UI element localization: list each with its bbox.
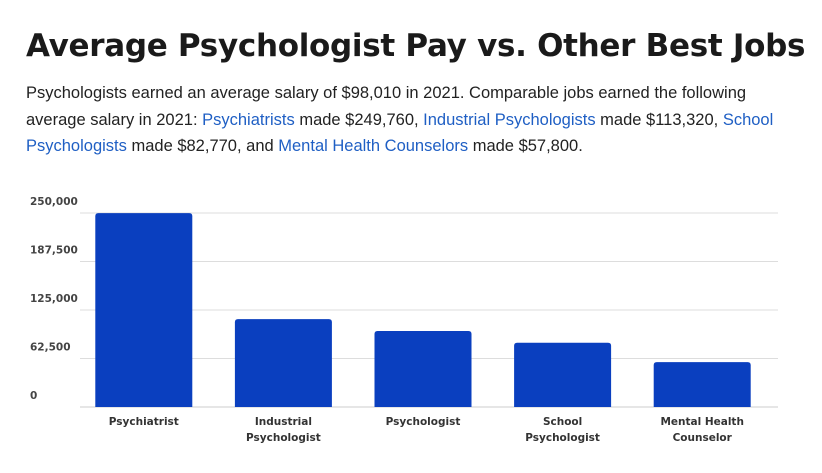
chart-description: Psychologists earned an average salary o… bbox=[26, 80, 806, 160]
desc-text-3: made $82,770, and bbox=[126, 137, 279, 155]
y-axis-ticks: 0 62,500 125,000 187,500 250,000 bbox=[30, 196, 78, 402]
x-tick-label: Psychiatrist bbox=[109, 416, 179, 428]
desc-text-1: made $249,760, bbox=[294, 110, 424, 129]
link-mental-health-counselors[interactable]: Mental Health Counselors bbox=[278, 137, 469, 155]
bar bbox=[514, 342, 612, 407]
link-psychiatrists[interactable]: Psychiatrists bbox=[202, 110, 295, 129]
y-tick-label: 250,000 bbox=[30, 196, 78, 208]
desc-text-2: made $113,320, bbox=[595, 110, 723, 129]
x-axis-labels: Psychiatrist Industrial Psychologist Psycho… bbox=[109, 416, 744, 444]
x-tick-label: Industrial Psychologist bbox=[246, 416, 321, 444]
link-industrial-psychologists[interactable]: Industrial Psychologists bbox=[423, 110, 596, 129]
x-tick-label: Psychologist bbox=[386, 416, 461, 428]
y-tick-label: 187,500 bbox=[30, 245, 78, 257]
y-tick-label: 125,000 bbox=[30, 293, 78, 305]
bars bbox=[95, 213, 751, 407]
y-tick-label: 62,500 bbox=[30, 342, 71, 354]
desc-intro: Psychologists earned an average salary o… bbox=[26, 84, 747, 129]
bar bbox=[653, 362, 751, 407]
page-title: Average Psychologist Pay vs. Other Best … bbox=[26, 28, 806, 64]
desc-text-4: made $57,800. bbox=[468, 137, 583, 155]
bar bbox=[374, 330, 472, 407]
y-tick-label: 0 bbox=[30, 390, 37, 402]
bar bbox=[234, 319, 332, 407]
bar bbox=[95, 213, 193, 407]
link-school-psychologists[interactable]: School Psychologists bbox=[26, 110, 774, 156]
x-tick-label: Mental Health Counselor bbox=[660, 416, 744, 444]
x-tick-label: School Psychologist bbox=[525, 416, 600, 444]
